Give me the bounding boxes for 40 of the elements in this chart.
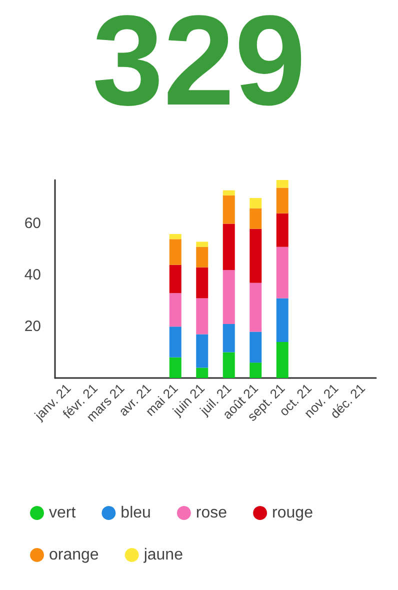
bar	[276, 188, 288, 214]
bar	[196, 246, 208, 268]
legend-label: vert	[49, 504, 76, 522]
y-tick-label: 60	[24, 215, 41, 232]
bar	[169, 264, 182, 294]
bar	[196, 298, 208, 334]
bar	[222, 270, 235, 324]
legend-label: orange	[49, 546, 99, 564]
bar	[169, 293, 182, 327]
bar	[196, 267, 208, 298]
bar	[276, 246, 288, 298]
bar	[222, 324, 235, 352]
legend-label: jaune	[142, 546, 184, 564]
bar	[222, 224, 235, 270]
bar	[196, 242, 208, 247]
y-tick-label: 40	[24, 266, 41, 284]
bar	[169, 234, 182, 240]
bar	[169, 357, 182, 378]
bar	[222, 352, 235, 378]
bar	[222, 190, 235, 196]
bar	[222, 195, 235, 224]
bar	[196, 368, 208, 378]
bar	[169, 239, 182, 265]
bar	[250, 362, 262, 378]
bar	[276, 213, 288, 247]
bar	[250, 208, 262, 229]
bar	[250, 332, 262, 363]
bar	[250, 198, 262, 208]
y-tick-label: 20	[24, 318, 41, 336]
bar	[250, 228, 262, 283]
bar	[276, 298, 288, 342]
bar	[196, 334, 208, 368]
legend-label: bleu	[120, 504, 151, 522]
legend-label: rose	[196, 504, 228, 522]
legend-label: rouge	[272, 504, 314, 522]
bar	[169, 326, 182, 358]
bar	[276, 342, 288, 378]
bar	[250, 282, 262, 332]
chart-title: 329	[92, 0, 306, 132]
bar	[276, 180, 288, 188]
